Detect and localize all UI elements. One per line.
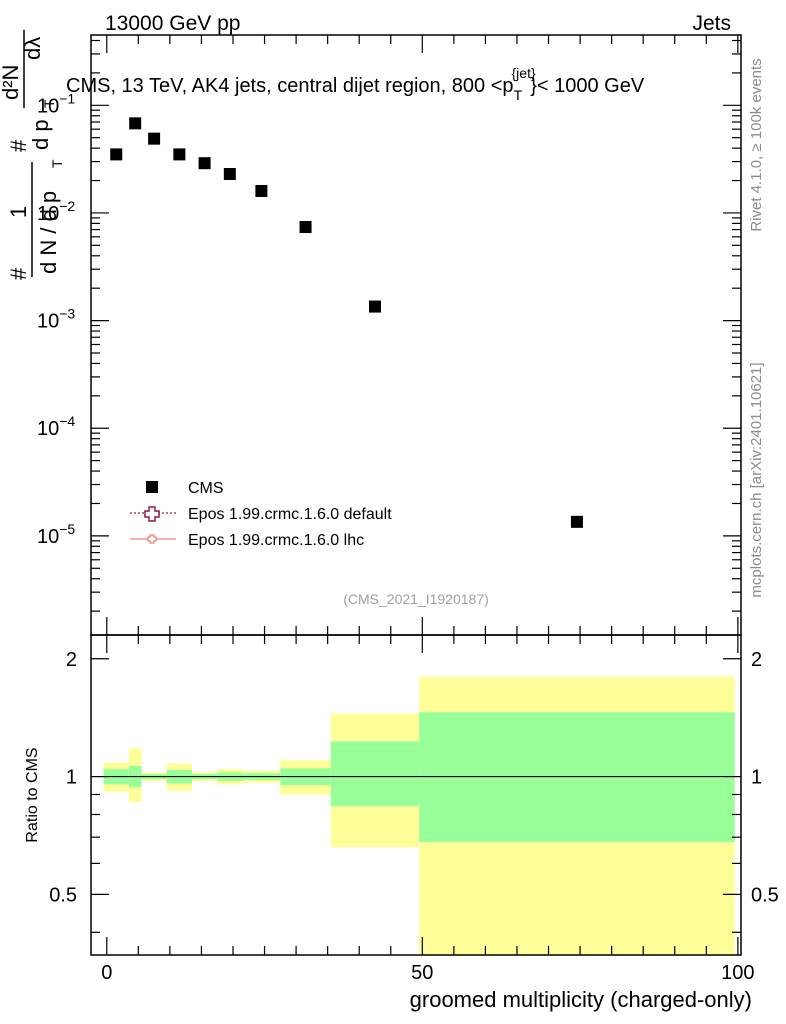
ratio-y-tick-left: 2 [66, 649, 77, 671]
y-title-hash-left: # [6, 267, 31, 280]
ratio-inner-band [419, 712, 735, 843]
plot-title: CMS, 13 TeV, AK4 jets, central dijet reg… [66, 65, 645, 103]
cms-data-point [368, 300, 381, 313]
legend-cms-label: CMS [188, 480, 224, 497]
y-tick-label: 10−5 [37, 521, 75, 548]
y-title-dpt: d p [28, 119, 53, 150]
cms-data-point [173, 148, 186, 161]
cms-data-point [129, 117, 142, 130]
x-tick-label: 0 [101, 962, 112, 984]
y-title-one: 1 [6, 206, 31, 218]
ratio-y-tick-left: 1 [66, 767, 77, 789]
y-tick-label: 10−4 [37, 413, 75, 440]
x-tick-label: 100 [721, 962, 754, 984]
cms-data-point [299, 221, 312, 234]
ratio-y-tick-left: 0.5 [49, 884, 77, 906]
y-title-sub-t: T [49, 159, 65, 168]
rivet-version-label: Rivet 4.1.0, ≥ 100k events [748, 58, 765, 231]
y-tick-label: 10−1 [37, 90, 75, 117]
legend-epos-default-marker [144, 506, 160, 522]
ratio-inner-band [330, 741, 420, 807]
y-title-d2n: d²N [0, 65, 23, 100]
ratio-y-tick-right: 0.5 [751, 884, 779, 906]
x-axis-label: groomed multiplicity (charged-only) [410, 987, 752, 1012]
cms-data-point [148, 132, 161, 145]
cms-data-point [570, 515, 583, 528]
cms-data-point [110, 148, 123, 161]
legend-epos-lhc-label: Epos 1.99.crmc.1.6.0 lhc [188, 532, 364, 549]
y-tick-label: 10−3 [37, 306, 75, 333]
y-title-sub-t2: T [41, 99, 57, 108]
ratio-y-tick-right: 1 [751, 767, 762, 789]
ratio-y-tick-right: 2 [751, 649, 762, 671]
ratio-y-label: Ratio to CMS [24, 747, 41, 842]
cms-data-point [255, 184, 268, 197]
legend-epos-default-label: Epos 1.99.crmc.1.6.0 default [188, 506, 392, 523]
y-title-dn-dpt: d N / d p [36, 191, 61, 274]
y-title-hash-top: # [6, 139, 31, 152]
y-title-dlambda: dλ [20, 37, 45, 60]
legend-epos-lhc-marker [147, 534, 157, 544]
header-category: Jets [692, 12, 731, 35]
legend: CMS Epos 1.99.crmc.1.6.0 default Epos 1.… [130, 480, 392, 549]
header-collision: 13000 GeV pp [105, 12, 240, 35]
cms-data-points [110, 117, 583, 528]
mcplots-label: mcplots.cern.ch [arXiv:2401.10621] [748, 362, 765, 597]
y-tick-label: 10−2 [37, 198, 75, 225]
ratio-panel: 0.5 0.5 1 1 2 2 0 50 100 [49, 634, 779, 984]
x-tick-label: 50 [411, 962, 433, 984]
analysis-tag: (CMS_2021_I1920187) [343, 591, 489, 607]
cms-data-point [198, 157, 211, 170]
legend-cms-marker [146, 481, 158, 493]
ratio-uncertainty-bands [103, 676, 735, 955]
cms-data-point [223, 168, 236, 181]
ratio-frame [90, 634, 742, 956]
ratio-axis-ticks: 0.5 0.5 1 1 2 2 0 50 100 [49, 635, 779, 984]
main-axis-ticks: 10−1 10−2 10−3 10−4 10−5 [37, 35, 741, 635]
y-axis-title: # 1 d N / d p T # d²N d p T dλ [0, 30, 65, 280]
main-panel: 10−1 10−2 10−3 10−4 10−5 [37, 34, 742, 636]
